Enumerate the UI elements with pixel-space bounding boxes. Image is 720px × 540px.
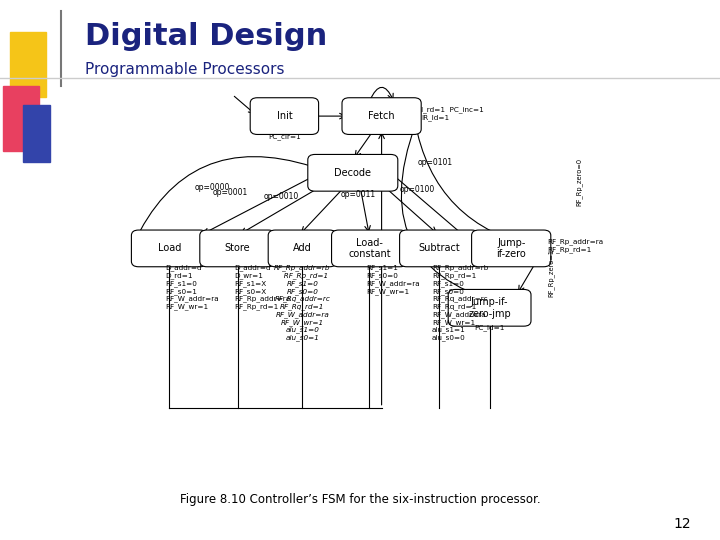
Text: Init: Init [276,111,292,121]
Text: Digital Design: Digital Design [85,22,327,51]
FancyBboxPatch shape [472,230,551,267]
Text: Store: Store [225,244,251,253]
Text: RF_Rp_addr=rb
RF_Rp_rd=1
RF_s1=0
RF_s0=0
RF_Rq_addr=rc
RF_Rq_rd=1
RF_W_addr=ra
R: RF_Rp_addr=rb RF_Rp_rd=1 RF_s1=0 RF_s0=0… [432,265,488,341]
Text: RF_Rp_addr=ra
RF_Rp_rd=1: RF_Rp_addr=ra RF_Rp_rd=1 [547,239,603,253]
FancyBboxPatch shape [131,230,207,267]
Text: op=0000: op=0000 [194,183,230,192]
Text: op=0010: op=0010 [264,192,298,201]
Text: Fetch: Fetch [369,111,395,121]
Text: RF_Rp_zero=1: RF_Rp_zero=1 [547,249,554,296]
Text: Programmable Processors: Programmable Processors [85,62,284,77]
Bar [3,86,39,151]
FancyBboxPatch shape [342,98,421,134]
Text: Add: Add [293,244,312,253]
Bar [23,105,50,162]
FancyBboxPatch shape [448,289,531,326]
Text: D_addr=d
D_rd=1
RF_s1=0
RF_s0=1
RF_W_addr=ra
RF_W_wr=1: D_addr=d D_rd=1 RF_s1=0 RF_s0=1 RF_W_add… [166,265,219,310]
Text: RF_s1=1
RF_s0=0
RF_W_addr=ra
RF_W_wr=1: RF_s1=1 RF_s0=0 RF_W_addr=ra RF_W_wr=1 [366,265,419,295]
Text: op=0001: op=0001 [213,188,248,197]
Text: Load: Load [158,244,181,253]
Text: op=0101: op=0101 [417,158,452,167]
FancyBboxPatch shape [331,230,408,267]
Text: Decode: Decode [334,168,372,178]
Text: Jump-
if-zero: Jump- if-zero [496,238,526,259]
Bar [10,32,46,97]
FancyBboxPatch shape [268,230,337,267]
Text: PC_clr=1: PC_clr=1 [268,133,301,140]
FancyBboxPatch shape [200,230,276,267]
FancyBboxPatch shape [400,230,479,267]
Text: 12: 12 [674,517,691,531]
Text: D_addr=d
D_wr=1
RF_s1=X
RF_s0=X
RF_Rp_addr=ra
RF_Rp_rd=1: D_addr=d D_wr=1 RF_s1=X RF_s0=X RF_Rp_ad… [234,265,290,310]
Text: op=0100: op=0100 [400,185,435,194]
Text: op=0011: op=0011 [341,190,376,199]
Text: I_rd=1  PC_inc=1
IR_ld=1: I_rd=1 PC_inc=1 IR_ld=1 [421,106,484,120]
Text: RF_Rp_zero=0: RF_Rp_zero=0 [576,158,582,206]
FancyBboxPatch shape [308,154,397,191]
Text: Subtract: Subtract [418,244,460,253]
Text: PC_ld=1: PC_ld=1 [474,324,505,330]
FancyBboxPatch shape [251,98,319,134]
Text: Figure 8.10 Controller’s FSM for the six-instruction processor.: Figure 8.10 Controller’s FSM for the six… [180,493,540,506]
Text: RF_Rp_addr=rb
   RF_Rp_rd=1
RF_s1=0
RF_s0=0
RF_Rq_addr=rc
RF_Rq_rd=1
RF_W_addr=r: RF_Rp_addr=rb RF_Rp_rd=1 RF_s1=0 RF_s0=0… [274,265,330,341]
Text: Jump-if-
zero-jmp: Jump-if- zero-jmp [468,297,511,319]
Text: Load-
constant: Load- constant [348,238,391,259]
